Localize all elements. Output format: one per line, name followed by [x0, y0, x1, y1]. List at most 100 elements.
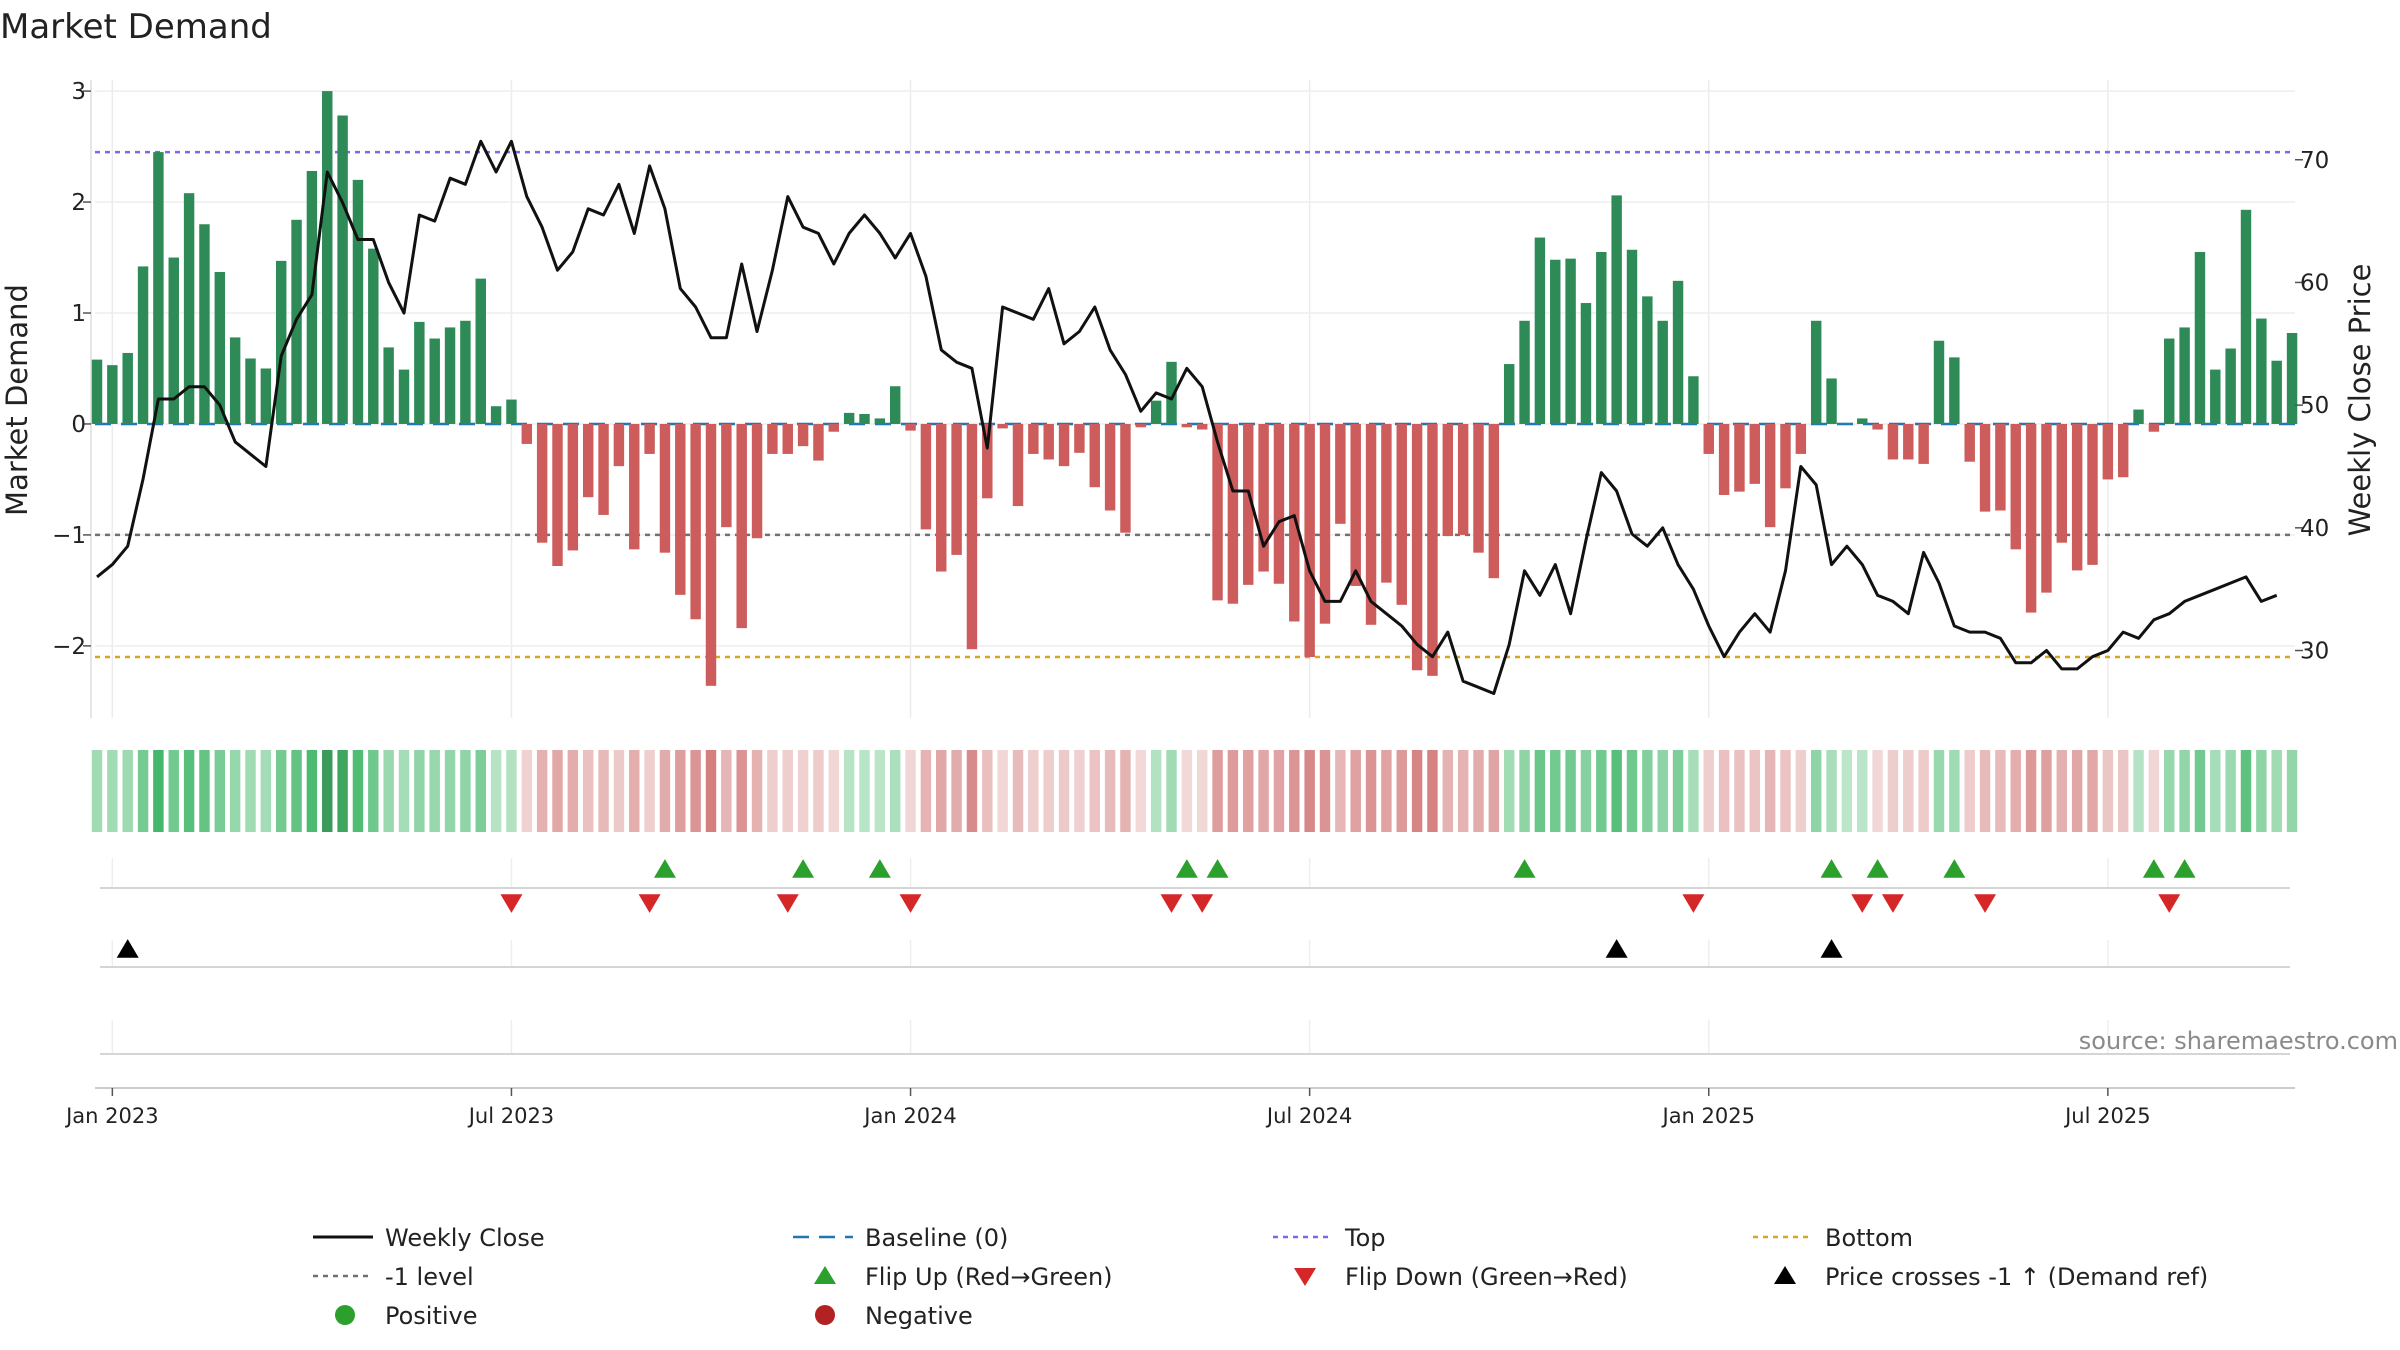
strip-cell [629, 750, 640, 832]
strip-cell [444, 750, 456, 832]
flip-down-marker [1682, 894, 1705, 913]
demand-bar [567, 423, 579, 551]
strip-cell [2071, 750, 2083, 832]
strip-cell [1642, 750, 1653, 832]
strip-cell [1043, 750, 1054, 832]
x-tick-label: Jul 2024 [1265, 1104, 1352, 1128]
flip-up-marker [653, 859, 676, 878]
demand-bar [1135, 423, 1147, 428]
strip-cell [843, 750, 855, 832]
strip-cell [2194, 750, 2206, 832]
demand-bar [322, 91, 333, 424]
strip-cell [245, 750, 256, 832]
demand-bar [2087, 423, 2098, 565]
demand-bar [536, 423, 548, 543]
demand-bar [874, 418, 886, 424]
demand-bar [490, 406, 502, 424]
flip-down-marker [899, 894, 922, 913]
legend-item-negative: Negative [815, 1302, 973, 1330]
strip-cell [352, 750, 364, 832]
y-tick-label: −1 [52, 523, 86, 549]
strip-cell [1319, 750, 1331, 832]
demand-bar [2225, 348, 2236, 424]
strip-cell [1795, 750, 1807, 832]
demand-bar [889, 386, 901, 424]
strip-cell [1427, 750, 1438, 832]
demand-bars [91, 91, 2298, 686]
demand-bar [2133, 409, 2144, 424]
flip-up-marker [1866, 859, 1889, 878]
strip-cell [813, 750, 824, 832]
strip-cell [1442, 750, 1454, 832]
legend-item-minus_one: -1 level [313, 1263, 474, 1291]
demand-bar [1227, 423, 1239, 604]
strip-cell [920, 750, 932, 832]
demand-bar [1810, 320, 1822, 424]
strip-cell [1872, 750, 1883, 832]
demand-bar [1519, 320, 1530, 424]
strip-cell [1626, 750, 1638, 832]
legend-item-positive: Positive [335, 1302, 478, 1330]
demand-bar [1657, 320, 1668, 424]
strip-cell [1995, 750, 2006, 832]
demand-bar [414, 321, 425, 424]
demand-bar [1503, 364, 1515, 424]
demand-bar [1995, 423, 2006, 511]
demand-bar [2056, 423, 2068, 543]
flip-down-marker [638, 894, 661, 913]
strip-cell [1196, 750, 1208, 832]
strip-cell [91, 750, 103, 832]
strip-cell [1580, 750, 1592, 832]
x-tick-label: Jul 2025 [2063, 1104, 2150, 1128]
strip-cell [429, 750, 440, 832]
strip-cell [1857, 750, 1868, 832]
strip-cell [490, 750, 502, 832]
strip-cell [1841, 750, 1853, 832]
demand-bar [721, 423, 732, 528]
demand-bar [460, 320, 471, 424]
demand-bar [183, 193, 195, 424]
strip-cell [229, 750, 241, 832]
flip-up-marker [1206, 859, 1229, 878]
y2-tick-label: 60 [2300, 270, 2329, 296]
strip-cell [1227, 750, 1239, 832]
demand-bar [1212, 423, 1223, 601]
y2-tick-label: 40 [2300, 516, 2329, 542]
demand-bar [1273, 423, 1285, 584]
strip-cell [1028, 750, 1039, 832]
legend-swatch [815, 1305, 835, 1325]
strip-cell [1457, 750, 1469, 832]
strip-cell [137, 750, 149, 832]
event-markers [100, 859, 2290, 1055]
y2-tick-label: 50 [2300, 393, 2329, 419]
x-axis: Jan 2023 Jul 2023 Jan 2024 Jul 2024 Jan 2025… [64, 1087, 2295, 1128]
strip-cell [168, 750, 179, 832]
demand-bar [1442, 423, 1454, 537]
strip-cell [751, 750, 763, 832]
strip-cell [1734, 750, 1745, 832]
demand-bar [1718, 423, 1730, 495]
strip-cell [2102, 750, 2114, 832]
y-tick-label: 2 [71, 190, 86, 216]
demand-bar [2256, 318, 2267, 424]
strip-cell [1396, 750, 1407, 832]
strip-cell [2179, 750, 2190, 832]
strip-cell [1135, 750, 1147, 832]
strip-cell [1120, 750, 1131, 832]
demand-bar [1074, 423, 1085, 453]
legend-swatch [1774, 1266, 1796, 1284]
demand-bar [2071, 423, 2083, 571]
demand-bar [690, 423, 701, 620]
strip-cell [183, 750, 195, 832]
y2-axis-label: Weekly Close Price [2343, 264, 2377, 537]
demand-bar [552, 423, 563, 566]
demand-bar [1166, 361, 1177, 424]
demand-bar [782, 423, 793, 454]
demand-bar [107, 365, 118, 424]
demand-bar [920, 423, 932, 530]
flip-down-marker [776, 894, 799, 913]
legend: Weekly Close Baseline (0) Top Bottom -1 leve… [313, 1224, 2208, 1330]
demand-bar [2194, 251, 2206, 424]
demand-bar [91, 359, 103, 424]
demand-bar [245, 358, 256, 424]
